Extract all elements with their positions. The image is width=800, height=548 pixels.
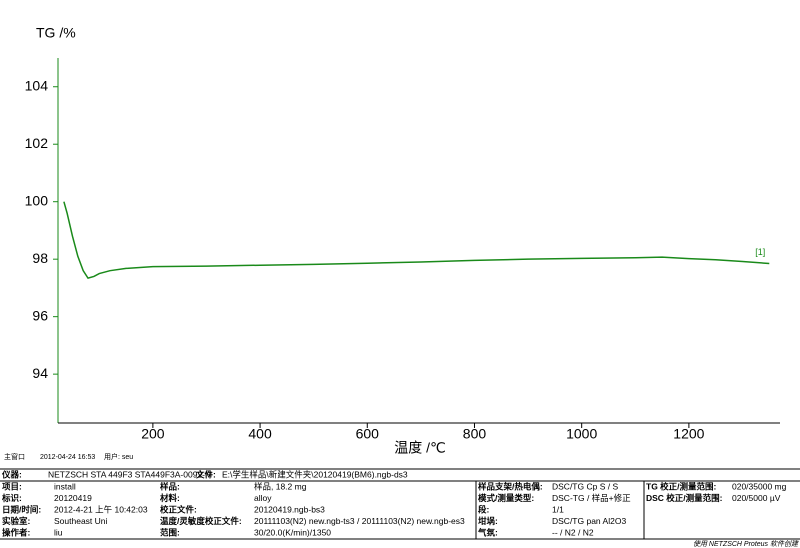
field-label: 范围: xyxy=(160,527,180,537)
field-label: 模式/测量类型: xyxy=(478,493,534,503)
field-label: 校正文件: xyxy=(160,504,197,514)
field-label: 样品支架/热电偶: xyxy=(478,481,543,491)
y-tick-label: 98 xyxy=(32,250,48,266)
field-value: liu xyxy=(54,527,63,537)
x-axis-label: 温度 /℃ xyxy=(394,440,446,456)
field-label: 操作者: xyxy=(2,527,31,537)
field-value: install xyxy=(54,481,76,491)
footer-top: 文件: xyxy=(196,469,216,479)
field-label: 项目: xyxy=(2,481,22,491)
y-axis-label: TG /% xyxy=(36,25,76,41)
field-label: 坩埚: xyxy=(478,516,498,526)
field-label: DSC 校正/测量范围: xyxy=(646,493,723,503)
field-value: alloy xyxy=(254,493,272,503)
y-tick-label: 94 xyxy=(32,365,48,381)
field-value: 20120419.ngb-bs3 xyxy=(254,504,325,514)
series-line xyxy=(63,201,770,280)
field-label: 材料: xyxy=(159,493,180,503)
field-value: 2012-4-21 上午 10:42:03 xyxy=(54,504,148,514)
y-tick-label: 102 xyxy=(25,135,49,151)
x-tick-label: 600 xyxy=(356,426,380,442)
field-value: 020/5000 µV xyxy=(732,493,781,503)
field-value: -- / N2 / N2 xyxy=(552,527,594,537)
field-value: 30/20.0(K/min)/1350 xyxy=(254,527,331,537)
field-value: 20111103(N2) new.ngb-ts3 / 20111103(N2) … xyxy=(254,516,465,526)
status-text: 用户: seu xyxy=(104,452,133,461)
x-tick-label: 1000 xyxy=(566,426,597,442)
x-tick-label: 400 xyxy=(248,426,272,442)
y-tick-label: 104 xyxy=(25,77,49,93)
status-text: 2012-04-24 16:53 xyxy=(40,454,95,461)
field-label: 实验室: xyxy=(2,516,31,526)
x-tick-label: 1200 xyxy=(673,426,704,442)
y-tick-label: 96 xyxy=(32,307,48,323)
y-tick-label: 100 xyxy=(25,192,49,208)
field-value: 1/1 xyxy=(552,504,564,514)
series-label: [1] xyxy=(755,247,765,257)
field-label: TG 校正/测量范围: xyxy=(646,481,717,491)
field-label: 日期/时间: xyxy=(2,504,41,514)
footer-top: E:\学生样品\新建文件夹\20120419(BM6).ngb-ds3 xyxy=(222,469,408,479)
field-value: DSC/TG Cp S / S xyxy=(552,481,618,491)
field-value: 样品, 18.2 mg xyxy=(254,481,307,491)
field-value: 020/35000 mg xyxy=(732,481,787,491)
x-tick-label: 800 xyxy=(463,426,487,442)
field-label: 标识: xyxy=(1,493,22,503)
field-value: Southeast Uni xyxy=(54,516,108,526)
field-label: 段: xyxy=(478,504,490,514)
field-label: 温度/灵敏度校正文件: xyxy=(160,516,242,526)
footer-top: NETZSCH STA 449F3 STA449F3A-0092-M xyxy=(48,469,212,479)
field-label: 样品: xyxy=(160,481,180,491)
field-value: DSC-TG / 样品+修正 xyxy=(552,493,631,503)
x-tick-label: 200 xyxy=(141,426,165,442)
field-label: 气氛: xyxy=(477,527,498,537)
field-value: DSC/TG pan Al2O3 xyxy=(552,516,626,526)
footer-top: 仪器: xyxy=(1,469,22,479)
credit: 使用 NETZSCH Proteus 软件创建 xyxy=(693,540,799,548)
field-value: 20120419 xyxy=(54,493,92,503)
status-text: 主窗口 xyxy=(4,452,25,461)
